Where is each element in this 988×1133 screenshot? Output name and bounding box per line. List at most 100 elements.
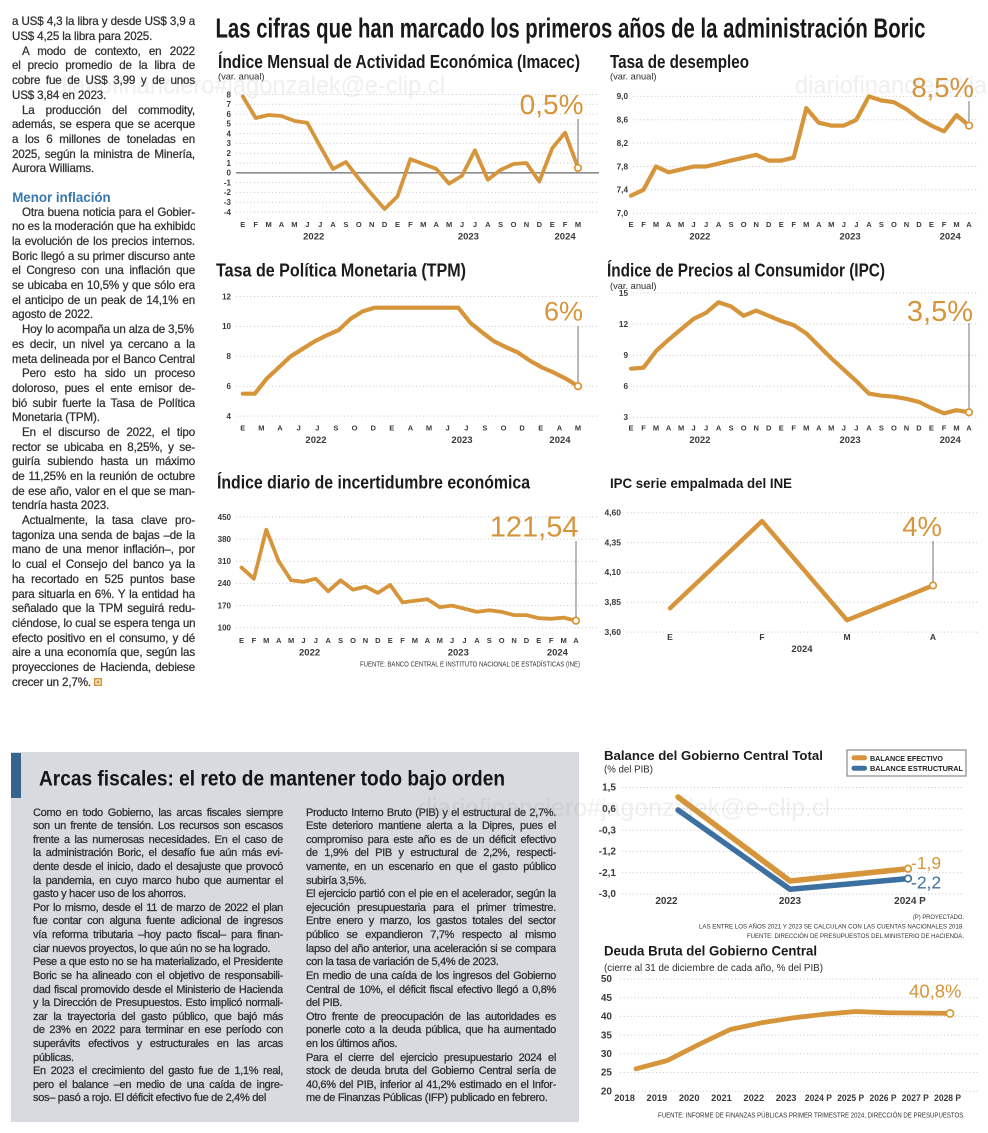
svg-text:F: F	[400, 636, 405, 645]
svg-text:N: N	[524, 220, 529, 229]
svg-text:2022: 2022	[305, 435, 326, 446]
svg-text:2024: 2024	[940, 435, 962, 446]
svg-text:2023: 2023	[840, 232, 861, 243]
svg-text:O: O	[499, 636, 505, 645]
svg-text:A: A	[666, 220, 672, 229]
svg-text:(var. anual): (var. anual)	[218, 72, 265, 82]
svg-text:J: J	[704, 220, 708, 229]
svg-text:A: A	[325, 636, 331, 645]
svg-text:A: A	[276, 636, 282, 645]
svg-text:E: E	[779, 220, 784, 229]
svg-text:F: F	[791, 220, 796, 229]
svg-text:6%: 6%	[544, 297, 583, 327]
svg-text:O: O	[741, 424, 747, 433]
svg-text:J: J	[305, 220, 309, 229]
svg-text:6: 6	[227, 382, 232, 391]
svg-text:2022: 2022	[299, 648, 320, 659]
svg-text:240: 240	[218, 579, 232, 588]
svg-text:A: A	[433, 220, 439, 229]
svg-text:F: F	[408, 220, 413, 229]
svg-text:N: N	[904, 424, 909, 433]
svg-text:A: A	[557, 424, 563, 433]
svg-text:2028 P: 2028 P	[934, 1093, 961, 1103]
svg-text:E: E	[667, 632, 673, 642]
svg-text:310: 310	[218, 557, 232, 566]
svg-text:J: J	[473, 220, 477, 229]
svg-text:-2: -2	[224, 188, 232, 197]
svg-text:2020: 2020	[679, 1093, 700, 1103]
svg-text:8,6: 8,6	[617, 116, 629, 125]
svg-text:A: A	[716, 424, 722, 433]
svg-text:0,6: 0,6	[602, 804, 616, 815]
svg-text:J: J	[301, 636, 305, 645]
svg-text:A: A	[966, 424, 972, 433]
svg-text:A: A	[816, 220, 822, 229]
svg-text:A: A	[816, 424, 822, 433]
svg-text:2022: 2022	[689, 232, 710, 243]
svg-text:F: F	[563, 220, 568, 229]
svg-text:E: E	[779, 424, 784, 433]
svg-text:M: M	[678, 424, 684, 433]
svg-text:2023: 2023	[451, 435, 472, 446]
svg-text:2023: 2023	[458, 232, 479, 243]
svg-text:(cierre al 31 de diciembre de: (cierre al 31 de diciembre de cada año, …	[604, 963, 823, 974]
svg-text:J: J	[297, 424, 301, 433]
svg-text:2025 P: 2025 P	[837, 1093, 864, 1103]
svg-text:S: S	[879, 220, 884, 229]
svg-text:(P) PROYECTADO.: (P) PROYECTADO.	[913, 914, 964, 921]
svg-text:5: 5	[227, 120, 232, 129]
svg-text:M: M	[653, 424, 659, 433]
svg-text:E: E	[628, 220, 633, 229]
svg-text:E: E	[929, 220, 934, 229]
svg-text:M: M	[803, 220, 809, 229]
svg-text:7,8: 7,8	[617, 162, 629, 171]
svg-text:FUENTE: BANCO CENTRAL E INSTIT: FUENTE: BANCO CENTRAL E INSTITUTO NACION…	[360, 660, 580, 669]
svg-text:E: E	[536, 636, 541, 645]
svg-text:D: D	[524, 636, 530, 645]
svg-text:-3: -3	[224, 198, 232, 207]
svg-text:E: E	[240, 220, 245, 229]
svg-text:D: D	[766, 424, 772, 433]
svg-text:Tasa de Política Monetaria (TP: Tasa de Política Monetaria (TPM)	[216, 260, 466, 281]
svg-text:N: N	[753, 424, 758, 433]
svg-text:S: S	[498, 220, 503, 229]
svg-text:M: M	[803, 424, 809, 433]
svg-text:M: M	[953, 220, 959, 229]
svg-text:J: J	[460, 220, 464, 229]
svg-text:1,5: 1,5	[602, 783, 616, 794]
svg-text:J: J	[842, 424, 846, 433]
svg-text:A: A	[930, 632, 936, 642]
svg-text:M: M	[412, 636, 418, 645]
svg-text:D: D	[370, 424, 376, 433]
svg-text:20: 20	[601, 1086, 613, 1097]
svg-text:O: O	[741, 220, 747, 229]
svg-text:4,35: 4,35	[604, 537, 621, 547]
svg-text:1: 1	[227, 159, 232, 168]
svg-text:6: 6	[227, 110, 232, 119]
svg-text:A: A	[425, 636, 431, 645]
svg-text:Índice de Precios al Consumido: Índice de Precios al Consumidor (IPC)	[607, 260, 885, 281]
svg-text:2024: 2024	[549, 435, 571, 446]
svg-text:M: M	[953, 424, 959, 433]
svg-text:8: 8	[227, 90, 232, 99]
svg-text:2022: 2022	[689, 435, 710, 446]
svg-text:BALANCE ESTRUCTURAL: BALANCE ESTRUCTURAL	[870, 764, 963, 773]
svg-text:J: J	[446, 424, 450, 433]
svg-text:O: O	[891, 424, 897, 433]
svg-text:S: S	[487, 636, 492, 645]
svg-text:4,10: 4,10	[604, 567, 621, 577]
svg-text:M: M	[575, 220, 581, 229]
svg-text:Las cifras que han marcado los: Las cifras que han marcado los primeros …	[216, 13, 926, 44]
svg-text:M: M	[288, 636, 294, 645]
svg-text:2023: 2023	[776, 1093, 797, 1103]
svg-text:M: M	[258, 424, 264, 433]
svg-text:-1: -1	[224, 178, 232, 187]
svg-text:6: 6	[623, 382, 628, 391]
svg-text:2023: 2023	[779, 896, 802, 907]
svg-text:121,54: 121,54	[490, 512, 579, 544]
svg-text:E: E	[389, 424, 394, 433]
svg-text:A: A	[666, 424, 672, 433]
svg-text:E: E	[550, 220, 555, 229]
svg-text:12: 12	[222, 292, 231, 301]
svg-text:N: N	[369, 220, 374, 229]
